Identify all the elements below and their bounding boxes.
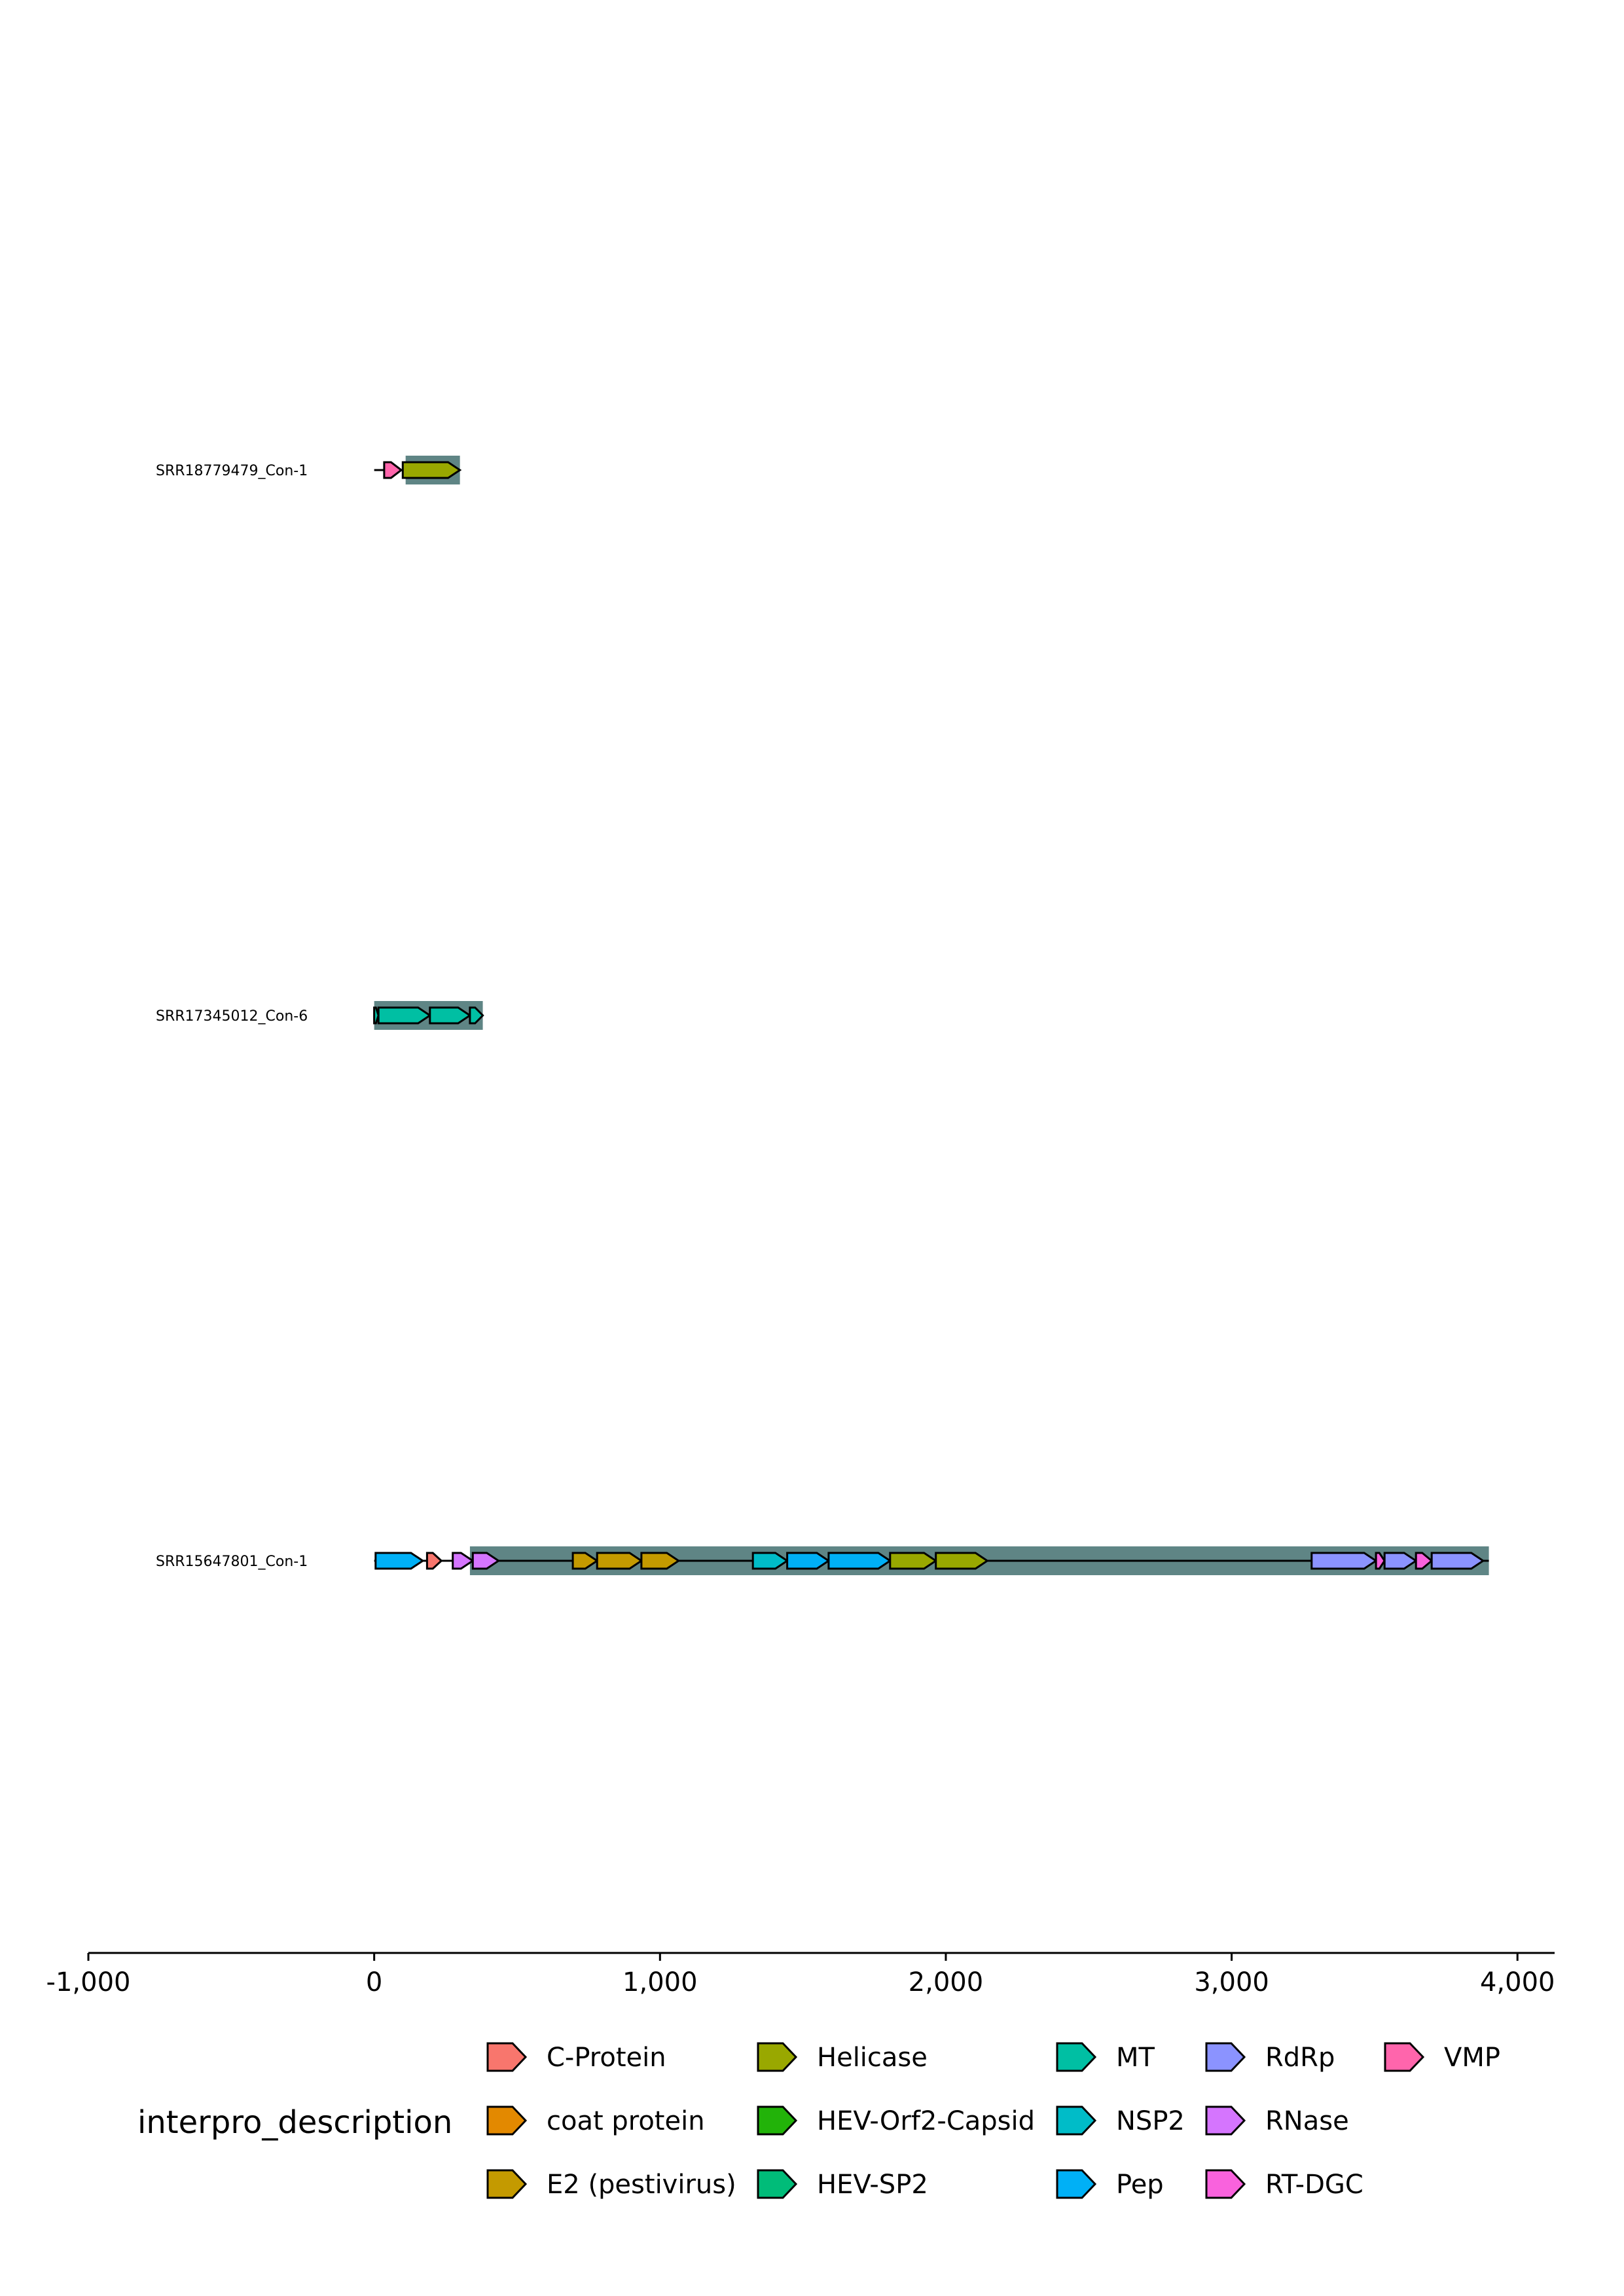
legend-item: HEV-SP2 (757, 2169, 928, 2200)
legend-item: RT-DGC (1205, 2169, 1363, 2200)
legend-swatch (1056, 2105, 1097, 2136)
gene-arrow (471, 1552, 501, 1570)
legend-swatch (1056, 2169, 1097, 2199)
legend-item: VMP (1384, 2042, 1500, 2073)
gene-arrow (571, 1552, 599, 1570)
legend-item: coat protein (486, 2105, 705, 2136)
gene-arrow (1310, 1552, 1378, 1570)
gene-arrow (935, 1552, 990, 1570)
legend-label: NSP2 (1116, 2106, 1185, 2136)
legend-swatch (486, 2042, 528, 2072)
legend-swatch (1205, 2169, 1246, 2199)
x-axis: -1,000 0 1,000 2,000 3,000 4,000 (46, 1952, 1555, 1997)
legend: interpro_description C-Protein coat protei… (137, 2042, 1500, 2200)
gene-arrow (1415, 1552, 1434, 1570)
legend-item: HEV-Orf2-Capsid (757, 2105, 1035, 2136)
legend-label: VMP (1444, 2043, 1500, 2073)
legend-label: coat protein (547, 2106, 705, 2136)
x-tick-label: 1,000 (623, 1967, 698, 1997)
gene-arrow (640, 1552, 681, 1570)
x-tick-label: 3,000 (1194, 1967, 1269, 1997)
legend-swatch (757, 2042, 798, 2072)
legend-label: E2 (pestivirus) (547, 2170, 736, 2200)
contig-track: SRR18779479_Con-1 (156, 456, 462, 484)
x-tick-label: -1,000 (46, 1967, 131, 1997)
gene-arrow (383, 461, 403, 479)
gene-arrow (596, 1552, 643, 1570)
x-tick-label: 0 (366, 1967, 382, 1997)
gene-arrow (452, 1552, 475, 1570)
gene-arrow (374, 1552, 425, 1570)
legend-title: interpro_description (137, 2104, 452, 2141)
gene-arrow (1383, 1552, 1418, 1570)
gene-arrow (425, 1552, 443, 1570)
gene-arrow (377, 1006, 432, 1025)
legend-item: NSP2 (1056, 2105, 1185, 2136)
legend-label: C-Protein (547, 2043, 666, 2073)
legend-label: HEV-Orf2-Capsid (817, 2106, 1035, 2136)
legend-swatch (1384, 2042, 1425, 2072)
legend-label: HEV-SP2 (817, 2170, 928, 2200)
gene-arrow (1430, 1552, 1485, 1570)
legend-swatch (1205, 2042, 1246, 2072)
plot-area: SRR18779479_Con-1 SRR17345012_Con-6 SRR156… (156, 456, 1489, 1575)
legend-swatch (757, 2105, 798, 2136)
legend-item: Pep (1056, 2169, 1164, 2200)
legend-label: MT (1116, 2043, 1155, 2073)
legend-label: RT-DGC (1265, 2170, 1363, 2200)
legend-swatch (486, 2105, 528, 2136)
x-tick-label: 4,000 (1480, 1967, 1555, 1997)
legend-item: Helicase (757, 2042, 928, 2073)
legend-item: RdRp (1205, 2042, 1335, 2073)
legend-swatch (757, 2169, 798, 2199)
legend-item: RNase (1205, 2105, 1349, 2136)
gene-arrow (889, 1552, 938, 1570)
gene-arrow (373, 1006, 380, 1025)
legend-swatch (486, 2169, 528, 2199)
gene-arrow (401, 461, 462, 479)
contig-track: SRR17345012_Con-6 (156, 1001, 484, 1030)
legend-item: E2 (pestivirus) (486, 2169, 736, 2200)
legend-label: RdRp (1265, 2043, 1335, 2073)
x-tick-label: 2,000 (909, 1967, 984, 1997)
gene-arrow (469, 1006, 484, 1025)
legend-item: C-Protein (486, 2042, 666, 2073)
contig-track: SRR15647801_Con-1 (156, 1546, 1489, 1575)
gene-arrow (827, 1552, 892, 1570)
gene-arrow (429, 1006, 472, 1025)
legend-label: RNase (1265, 2106, 1349, 2136)
legend-label: Helicase (817, 2043, 928, 2073)
gene-arrow (1375, 1552, 1386, 1570)
contig-label: SRR15647801_Con-1 (156, 1554, 308, 1570)
contig-label: SRR18779479_Con-1 (156, 463, 308, 479)
legend-swatch (1205, 2105, 1246, 2136)
gene-arrow (751, 1552, 789, 1570)
contig-label: SRR17345012_Con-6 (156, 1008, 308, 1025)
legend-item: MT (1056, 2042, 1155, 2073)
gene-arrow (786, 1552, 831, 1570)
legend-label: Pep (1116, 2170, 1164, 2200)
legend-swatch (1056, 2042, 1097, 2072)
